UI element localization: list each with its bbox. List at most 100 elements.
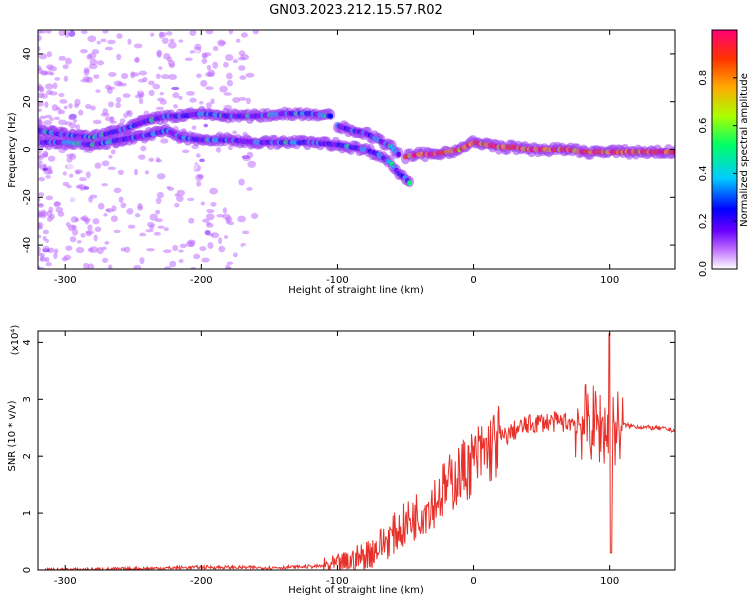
spectrogram-noise-mark — [201, 58, 208, 64]
spectrogram-noise-mark — [209, 187, 218, 195]
spectrogram-noise-mark — [166, 31, 173, 36]
spectrogram-noise-mark — [238, 50, 246, 56]
spectrogram-noise-mark — [216, 213, 225, 218]
snr-plot-area — [38, 331, 675, 570]
spectrogram-noise-mark — [237, 56, 247, 61]
spectrogram-noise-mark — [87, 263, 95, 269]
spectrogram-noise-mark — [89, 58, 98, 66]
spectrogram-noise-mark — [232, 252, 238, 258]
spectrogram-x-label: Height of straight line (km) — [288, 285, 424, 296]
spectrogram-noise-mark — [134, 213, 141, 218]
spectrogram-noise-mark — [223, 92, 232, 96]
spectrogram-noise-mark — [107, 264, 113, 269]
spectrogram-noise-mark — [45, 195, 54, 201]
spectrogram-noise-mark — [199, 100, 204, 105]
spectrogram-noise-mark — [44, 71, 53, 75]
spectrogram-noise-mark — [95, 89, 101, 93]
spectrogram-noise-mark — [94, 226, 102, 233]
spectrogram-noise-mark — [206, 208, 215, 214]
spectrogram-noise-mark — [146, 248, 155, 252]
spectrogram-noise-mark — [58, 55, 66, 61]
spectrogram-noise-mark — [169, 260, 177, 268]
spectrogram-noise-mark — [104, 84, 112, 90]
spectrogram-noise-mark — [72, 228, 79, 236]
spectrogram-noise-mark — [42, 211, 48, 217]
spectrogram-noise-mark — [169, 63, 175, 69]
x-tick-label: 0 — [470, 275, 476, 286]
spectrogram-noise-mark — [102, 30, 109, 34]
spectrogram-noise-mark — [45, 83, 54, 90]
spectrogram-noise-mark — [38, 101, 44, 107]
x-tick-label: 0 — [470, 576, 476, 587]
spectrogram-noise-mark — [182, 149, 190, 154]
spectrogram-noise-mark — [210, 98, 215, 105]
spectrogram-noise-mark — [240, 32, 248, 38]
spectrogram-noise-mark — [164, 266, 172, 269]
spectrogram-noise-mark — [187, 197, 195, 202]
spectrogram-noise-mark — [38, 192, 45, 197]
spectrogram-noise-mark — [107, 166, 117, 170]
spectrogram-noise-mark — [195, 153, 201, 158]
spectrogram-noise-mark — [75, 247, 85, 254]
spectrogram-noise-mark — [69, 173, 74, 178]
figure-title: GN03.2023.212.15.57.R02 — [269, 3, 443, 18]
spectrogram-noise-mark — [226, 72, 233, 80]
spectrogram-noise-mark — [58, 93, 65, 98]
spectrogram-noise-mark — [65, 245, 73, 251]
spectrogram-noise-mark — [232, 35, 242, 40]
spectrogram-noise-mark — [63, 105, 68, 110]
colorbar-tick-label: 0.0 — [698, 261, 709, 277]
spectrogram-noise-mark — [113, 229, 121, 234]
spectrogram-noise-mark — [238, 97, 247, 101]
spectrogram-noise-mark — [107, 101, 114, 108]
spectrogram-track-mark — [407, 180, 412, 186]
spectrogram-noise-mark — [167, 41, 177, 49]
spectrogram-noise-mark — [145, 229, 154, 233]
spectrogram-noise-mark — [138, 97, 144, 105]
spectrogram-noise-mark — [159, 91, 165, 96]
x-tick-label: -200 — [190, 576, 213, 587]
spectrogram-noise-mark — [189, 163, 199, 170]
spectrogram-noise-mark — [38, 246, 41, 253]
spectrogram-noise-mark — [101, 183, 108, 187]
spectrogram-track-mark — [328, 113, 334, 119]
spectrogram-noise-mark — [242, 155, 251, 162]
spectrogram-noise-mark — [238, 178, 245, 186]
spectrogram-noise-mark — [149, 224, 155, 230]
spectrogram-noise-mark — [133, 168, 139, 176]
y-tick-label: 0 — [22, 146, 33, 152]
spectrogram-noise-mark — [66, 162, 76, 170]
spectrogram-noise-mark — [40, 93, 48, 99]
x-tick-label: -300 — [54, 275, 77, 286]
spectrogram-noise-mark — [178, 258, 184, 264]
spectrogram-noise-mark — [162, 146, 168, 154]
spectrogram-noise-mark — [52, 82, 58, 90]
spectrogram-noise-mark — [224, 54, 234, 62]
spectrogram-noise-mark — [191, 125, 197, 130]
y-tick-label: 20 — [22, 95, 33, 108]
spectrogram-noise-mark — [176, 195, 184, 203]
spectrogram-noise-mark — [207, 242, 214, 250]
colorbar-gradient — [712, 30, 737, 269]
spectrogram-noise-mark — [194, 43, 202, 51]
spectrogram-noise-mark — [178, 95, 183, 100]
spectrogram-noise-mark — [150, 32, 155, 37]
y-tick-label: 2 — [22, 453, 33, 459]
spectrogram-noise-mark — [205, 30, 214, 35]
spectrogram-noise-mark — [171, 86, 180, 91]
spectrogram-noise-mark — [88, 63, 98, 70]
spectrogram-noise-mark — [38, 176, 46, 182]
spectrogram-noise-mark — [87, 35, 97, 43]
spectrogram-noise-mark — [70, 216, 78, 223]
spectrogram-noise-mark — [88, 196, 93, 203]
spectrogram-noise-mark — [120, 202, 127, 209]
spectrogram-noise-mark — [58, 119, 67, 125]
spectrogram-noise-mark — [215, 147, 222, 153]
spectrogram-noise-mark — [38, 266, 45, 269]
spectrogram-noise-mark — [140, 145, 147, 152]
spectrogram-noise-mark — [199, 158, 205, 163]
colorbar: 0.0 0.2 0.4 0.6 0.8 Normalized spectral ampl… — [698, 29, 750, 277]
spectrogram-noise-mark — [49, 213, 55, 220]
spectrogram-noise-mark — [55, 106, 61, 110]
spectrogram-noise-mark — [124, 246, 131, 253]
